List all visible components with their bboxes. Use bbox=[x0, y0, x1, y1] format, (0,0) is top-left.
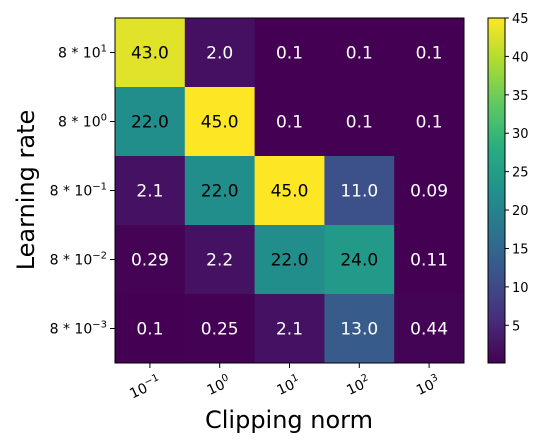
x-tick-label: 101 bbox=[274, 372, 304, 399]
heatmap-cell bbox=[394, 87, 465, 157]
y-tick-label: 8 * 10−1 bbox=[50, 182, 107, 200]
cell-value-label: 45.0 bbox=[201, 113, 239, 133]
cell-value-label: 2.1 bbox=[276, 320, 303, 340]
heatmap-cell bbox=[324, 156, 395, 226]
colorbar-tick-label: 5 bbox=[512, 319, 520, 334]
y-tick-label: 8 * 10−3 bbox=[50, 320, 107, 338]
cell-value-label: 0.11 bbox=[410, 251, 448, 271]
heatmap-cell bbox=[115, 156, 186, 226]
heatmap-cell bbox=[115, 225, 186, 295]
cell-value-label: 22.0 bbox=[271, 251, 309, 271]
heatmap-cell bbox=[324, 294, 395, 364]
cell-value-label: 0.29 bbox=[131, 251, 169, 271]
heatmap-cell bbox=[184, 18, 256, 88]
cell-value-label: 24.0 bbox=[340, 251, 378, 271]
cell-value-label: 2.2 bbox=[206, 251, 233, 271]
heatmap-cell bbox=[324, 18, 395, 88]
cell-value-label: 22.0 bbox=[201, 182, 239, 202]
cell-value-label: 0.1 bbox=[276, 44, 303, 64]
colorbar-tick-label: 25 bbox=[512, 166, 529, 181]
cell-value-label: 0.44 bbox=[410, 320, 448, 340]
colorbar-tick-label: 15 bbox=[512, 242, 529, 257]
cell-value-label: 0.1 bbox=[416, 44, 443, 64]
x-tick-label: 102 bbox=[343, 372, 373, 399]
heatmap-cell bbox=[184, 225, 256, 295]
x-tick-label: 10−1 bbox=[126, 372, 163, 402]
x-tick-label: 100 bbox=[204, 372, 234, 399]
heatmap-cell bbox=[254, 225, 325, 295]
y-tick-label: 8 * 100 bbox=[58, 113, 107, 131]
cell-value-label: 0.1 bbox=[346, 44, 373, 64]
cell-value-label: 0.1 bbox=[276, 113, 303, 133]
cell-value-label: 0.1 bbox=[346, 113, 373, 133]
heatmap-cell bbox=[254, 18, 325, 88]
heatmap-cell bbox=[394, 225, 465, 295]
cell-value-label: 11.0 bbox=[340, 182, 378, 202]
colorbar-tick-label: 40 bbox=[512, 50, 529, 65]
colorbar-tick-label: 35 bbox=[512, 89, 529, 104]
heatmap-cell bbox=[254, 294, 325, 364]
y-axis-title: Learning rate bbox=[12, 110, 40, 271]
heatmap-cell bbox=[254, 156, 325, 226]
cell-value-label: 2.0 bbox=[206, 44, 233, 64]
y-axis-ticks: 8 * 101 8 * 100 8 * 10−1 8 * 10−2 8 * 10−3 bbox=[50, 44, 115, 338]
heatmap-cell bbox=[115, 87, 186, 157]
cell-value-label: 0.25 bbox=[201, 320, 239, 340]
cell-value-label: 13.0 bbox=[340, 320, 378, 340]
heatmap-cell bbox=[184, 87, 256, 157]
heatmap-cell bbox=[184, 294, 256, 364]
heatmap-cell bbox=[115, 18, 186, 88]
colorbar-tick-label: 45 bbox=[512, 12, 529, 27]
x-tick-label: 103 bbox=[413, 372, 443, 399]
cell-labels: 43.0 2.0 0.1 0.1 0.1 22.0 45.0 0.1 0.1 0.1 2.1 22.0… bbox=[131, 44, 448, 340]
colorbar bbox=[487, 17, 506, 364]
heatmap-cell bbox=[184, 156, 256, 226]
cell-value-label: 2.1 bbox=[136, 182, 163, 202]
colorbar-tick-label: 30 bbox=[512, 127, 529, 142]
cell-value-label: 0.1 bbox=[136, 320, 163, 340]
x-axis-title: Clipping norm bbox=[205, 406, 373, 434]
cell-value-label: 43.0 bbox=[131, 44, 169, 64]
heatmap-cell bbox=[394, 156, 465, 226]
x-axis-ticks: 10−1 100 101 102 103 bbox=[126, 363, 443, 402]
heatmap-cell bbox=[324, 225, 395, 295]
colorbar-tick-label: 10 bbox=[512, 281, 529, 296]
heatmap-cell bbox=[394, 294, 465, 364]
heatmap-cells bbox=[115, 18, 465, 364]
heatmap-cell bbox=[324, 87, 395, 157]
y-tick-label: 8 * 10−2 bbox=[50, 251, 107, 269]
colorbar-ticks: 5 10 15 20 25 30 35 40 45 bbox=[505, 12, 529, 334]
cell-value-label: 45.0 bbox=[271, 182, 309, 202]
y-tick-label: 8 * 101 bbox=[58, 44, 107, 62]
heatmap-cell bbox=[254, 87, 325, 157]
colorbar-tick-label: 20 bbox=[512, 204, 529, 219]
cell-value-label: 22.0 bbox=[131, 113, 169, 133]
heatmap-cell bbox=[115, 294, 186, 364]
cell-value-label: 0.1 bbox=[416, 113, 443, 133]
cell-value-label: 0.09 bbox=[410, 182, 448, 202]
heatmap-cell bbox=[394, 18, 465, 88]
